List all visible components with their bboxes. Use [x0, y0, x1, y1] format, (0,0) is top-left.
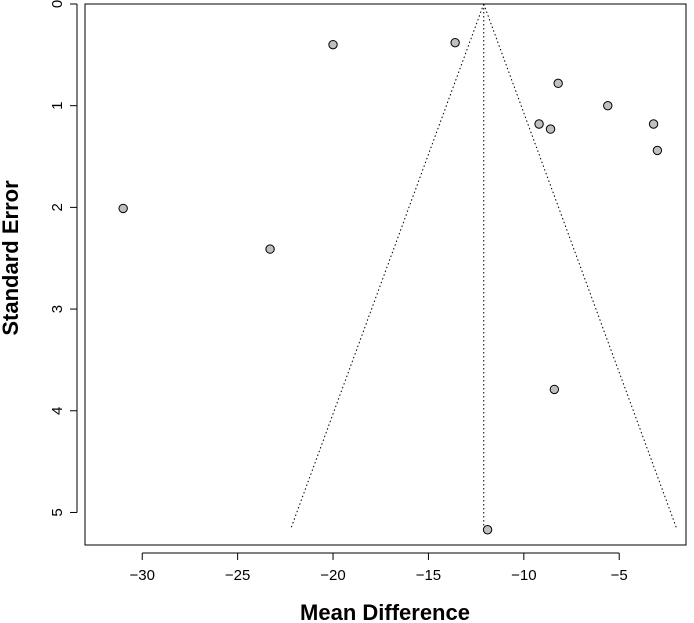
- data-point-12: [482, 525, 493, 535]
- x-tick-label: −5: [611, 567, 628, 584]
- x-tick-label: −10: [511, 567, 536, 584]
- data-point-11: [549, 384, 560, 395]
- data-point-6: [534, 119, 544, 129]
- y-axis-title: Standard Error: [0, 180, 23, 336]
- plot-frame: [84, 3, 687, 546]
- x-axis-title: Mean Difference: [300, 600, 470, 623]
- y-tick-label: 5: [49, 508, 66, 516]
- x-tick-label: −25: [225, 567, 250, 584]
- data-point-5: [553, 78, 563, 89]
- y-tick-label: 4: [49, 407, 66, 415]
- x-tick-label: −15: [416, 567, 441, 584]
- x-tick-label: −30: [130, 567, 155, 584]
- y-tick-label: 2: [49, 203, 66, 211]
- data-point-3: [328, 39, 338, 50]
- funnel-right-line: [483, 3, 677, 528]
- y-tick-label: 3: [49, 305, 66, 313]
- y-tick-label: 1: [49, 102, 66, 110]
- data-point-2: [265, 244, 275, 254]
- data-point-10: [652, 145, 663, 156]
- funnel-lines: [290, 3, 677, 528]
- data-point-4: [450, 37, 460, 48]
- x-axis: −30 −25 −20 −15 −10 −5: [130, 552, 628, 584]
- data-points: [118, 37, 663, 535]
- y-axis: 0 1 2 3 4 5: [49, 0, 78, 517]
- x-tick-label: −20: [320, 567, 345, 584]
- data-point-9: [648, 119, 659, 129]
- data-point-1: [118, 203, 128, 214]
- y-tick-label: 0: [49, 0, 66, 8]
- data-point-8: [603, 100, 613, 111]
- funnel-left-line: [290, 3, 485, 528]
- data-point-7: [545, 124, 556, 134]
